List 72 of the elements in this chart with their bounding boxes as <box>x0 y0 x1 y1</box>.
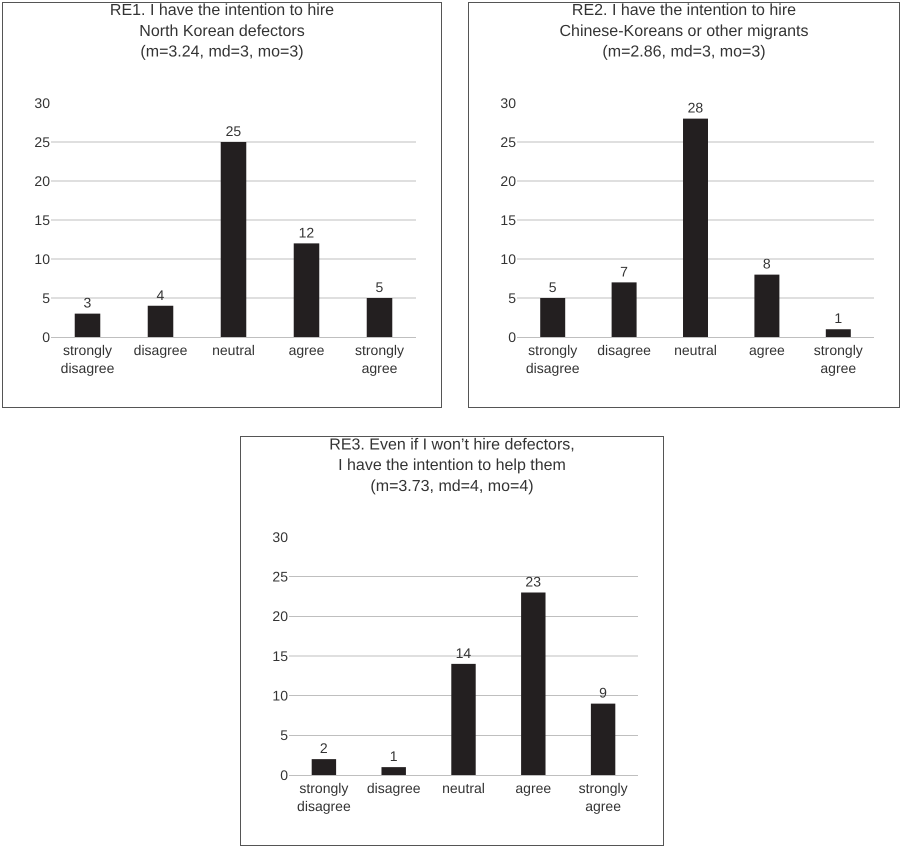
y-tick-label: 5 <box>508 290 516 306</box>
data-label: 1 <box>834 310 842 326</box>
bar <box>148 306 174 337</box>
y-tick-label: 15 <box>500 212 516 228</box>
data-label: 4 <box>156 286 165 303</box>
bar <box>451 664 476 775</box>
data-label: 3 <box>84 294 92 311</box>
x-tick-label: agree <box>748 342 786 358</box>
bar <box>366 298 392 337</box>
x-tick-label: disagree <box>134 342 188 358</box>
bar <box>521 592 546 775</box>
y-tick-label: 25 <box>500 134 516 150</box>
x-tick-label: strongly disagree <box>60 342 115 376</box>
data-label: 25 <box>226 123 242 139</box>
data-label: 14 <box>456 644 472 661</box>
y-tick-label: 0 <box>42 328 50 345</box>
x-tick-label: neutral <box>674 342 717 358</box>
data-label: 2 <box>320 740 328 756</box>
chart-title: RE1. I have the intention to hire North Korean defectors <box>110 2 334 40</box>
data-label: 1 <box>390 748 398 764</box>
bar <box>74 314 100 337</box>
data-label: 12 <box>298 224 314 240</box>
chart-subtitle: (m=3.73, md=4, mo=4) <box>370 478 534 495</box>
data-label: 23 <box>525 574 542 590</box>
y-tick-label: 5 <box>280 727 288 744</box>
bar <box>754 274 780 337</box>
x-tick-label: strongly disagree <box>526 342 580 376</box>
x-tick-label: strongly agree <box>354 342 404 376</box>
chart-title: RE3. Even if I won’t hire defectors, I have the intention to help them <box>329 436 575 474</box>
y-tick-label: 20 <box>34 172 50 189</box>
bar <box>294 243 320 337</box>
x-tick-label: disagree <box>597 342 652 358</box>
data-label: 7 <box>620 263 628 280</box>
data-label: 8 <box>762 256 771 272</box>
x-tick-label: agree <box>515 780 552 796</box>
y-tick-label: 15 <box>34 212 50 228</box>
data-label: 5 <box>376 279 384 295</box>
y-tick-label: 15 <box>272 648 288 664</box>
y-tick-label: 10 <box>34 250 50 267</box>
chart-subtitle: (m=2.86, md=3, mo=3) <box>602 44 766 61</box>
y-tick-label: 0 <box>280 766 288 783</box>
chart-title: RE2. I have the intention to hire Chinese-Koreans or other migrants <box>559 2 809 40</box>
x-tick-label: strongly agree <box>814 342 863 376</box>
y-tick-label: 30 <box>500 94 516 111</box>
chart-subtitle: (m=3.24, md=3, mo=3) <box>140 44 304 61</box>
data-label: 9 <box>599 684 608 701</box>
bar <box>683 118 708 337</box>
y-tick-label: 25 <box>272 568 288 585</box>
y-tick-label: 5 <box>42 290 50 306</box>
y-tick-label: 25 <box>34 134 50 150</box>
y-tick-label: 10 <box>272 688 288 704</box>
data-label: 28 <box>688 100 704 116</box>
x-tick-label: strongly disagree <box>297 780 351 814</box>
bar <box>220 142 246 337</box>
bar <box>590 704 616 775</box>
bar <box>381 767 406 775</box>
bar <box>312 759 336 775</box>
x-tick-label: neutral <box>442 780 485 796</box>
x-tick-label: disagree <box>366 780 421 796</box>
y-tick-label: 30 <box>272 528 288 545</box>
y-tick-label: 20 <box>500 172 516 189</box>
bar <box>612 282 637 337</box>
x-tick-label: neutral <box>212 342 255 358</box>
bar <box>826 329 851 337</box>
x-tick-label: strongly agree <box>578 780 628 814</box>
y-tick-label: 30 <box>34 94 50 111</box>
y-tick-label: 10 <box>500 250 516 267</box>
y-tick-label: 0 <box>508 328 516 345</box>
x-tick-label: agree <box>288 342 325 358</box>
bar <box>540 298 566 337</box>
data-label: 5 <box>548 279 557 295</box>
y-tick-label: 20 <box>272 608 288 624</box>
